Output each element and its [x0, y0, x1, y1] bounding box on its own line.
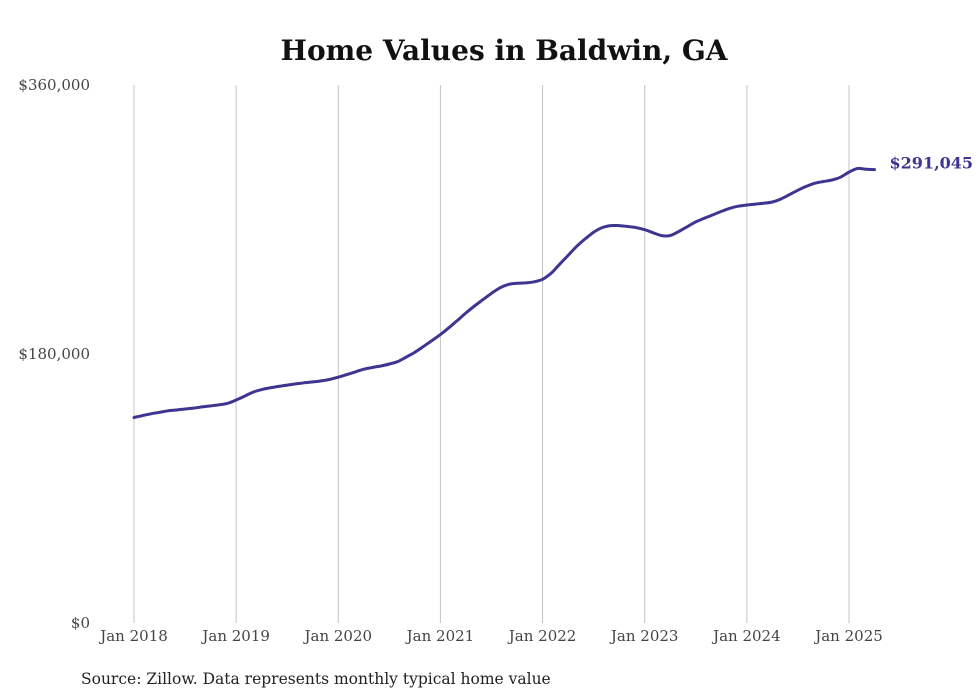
y-axis-ticks: $0 $180,000 $360,000 [18, 76, 90, 632]
end-value-label: $291,045 [890, 154, 974, 173]
x-tick-label: Jan 2020 [303, 627, 373, 645]
x-tick-label: Jan 2025 [813, 627, 883, 645]
x-tick-label: Jan 2019 [200, 627, 270, 645]
x-tick-label: Jan 2024 [711, 627, 781, 645]
y-tick-label: $180,000 [18, 345, 90, 363]
x-tick-label: Jan 2023 [609, 627, 679, 645]
y-tick-label: $0 [71, 614, 90, 632]
y-tick-label: $360,000 [18, 76, 90, 94]
home-value-line [132, 166, 876, 419]
chart-title: Home Values in Baldwin, GA [281, 34, 729, 67]
x-tick-label: Jan 2022 [507, 627, 577, 645]
source-note: Source: Zillow. Data represents monthly … [81, 670, 551, 688]
x-tick-label: Jan 2018 [98, 627, 168, 645]
x-tick-label: Jan 2021 [405, 627, 475, 645]
grid-lines [133, 85, 850, 623]
x-axis-ticks: Jan 2018 Jan 2019 Jan 2020 Jan 2021 Jan 2022… [98, 627, 883, 645]
